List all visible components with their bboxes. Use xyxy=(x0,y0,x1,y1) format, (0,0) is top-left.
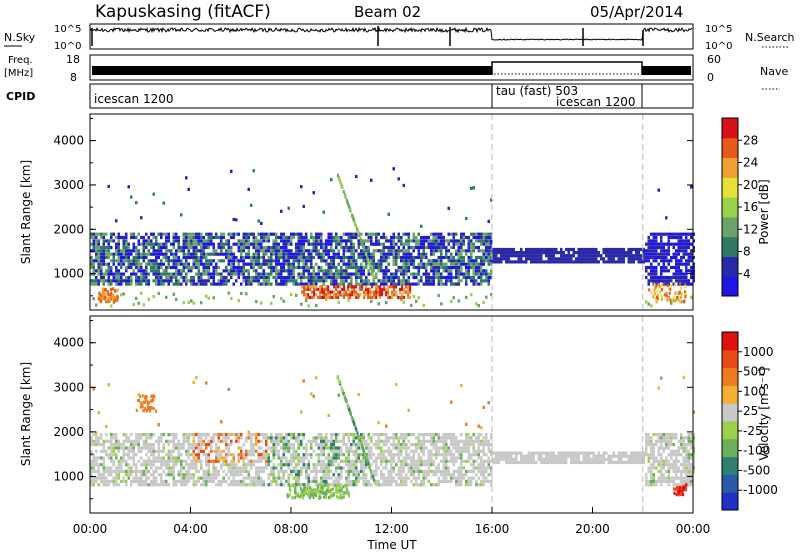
xtick-label: 16:00 xyxy=(475,522,510,536)
station-title: Kapuskasing (fitACF) xyxy=(95,2,271,22)
colorbar-swatch xyxy=(722,157,738,178)
velocity-ylabel: Slant Range [km] xyxy=(19,362,33,466)
colorbar-tick-label: -1000 xyxy=(743,483,778,497)
nsky-right-tick-top: 10^5 xyxy=(705,24,732,35)
colorbar-swatch xyxy=(722,367,738,386)
colorbar-swatch xyxy=(722,216,738,238)
freq-unit: [MHz] xyxy=(4,68,33,79)
freq-tick-top: 18 xyxy=(66,53,80,66)
cpid-label: CPID xyxy=(6,90,35,103)
cpid-segment-3: icescan 1200 xyxy=(556,95,635,109)
ytick-label: 4000 xyxy=(53,336,84,350)
power-ylabel: Slant Range [km] xyxy=(19,160,33,264)
colorbar-tick-label: -25 xyxy=(743,424,763,438)
freq-tick-bottom: 8 xyxy=(70,71,77,84)
colorbar-swatch xyxy=(722,403,738,422)
colorbar-swatch xyxy=(722,256,738,277)
colorbar-tick-label: -500 xyxy=(743,463,770,477)
colorbar-swatch xyxy=(722,137,738,159)
colorbar-tick-label: -100 xyxy=(743,444,770,458)
colorbar-tick-label: 500 xyxy=(743,365,766,379)
colorbar-tick-label: 100 xyxy=(743,384,766,398)
nsky-trace xyxy=(89,26,693,46)
nsky-strip: N.Sky 10^5 10^0 10^5 10^0 N.Search xyxy=(4,23,795,52)
colorbar-swatch xyxy=(722,438,738,458)
velocity-colorbar: 1000 500 100 25 -25 -100 -500 -1000 xyxy=(721,331,778,511)
ytick-label: 2000 xyxy=(53,425,84,439)
colorbar-swatch xyxy=(722,474,738,493)
time-xlabel: Time UT xyxy=(366,538,417,552)
freq-band-1 xyxy=(92,66,492,75)
power-colorbar: 28 24 20 16 12 8 4 xyxy=(721,117,758,297)
freq-strip: Freq. [MHz] 18 8 60 0 Nave xyxy=(4,53,788,90)
freq-level-segment xyxy=(491,61,643,75)
velocity-yaxis: 1000 2000 3000 4000 xyxy=(53,319,693,500)
ytick-label: 1000 xyxy=(53,267,84,281)
colorbar-tick-label: 4 xyxy=(743,267,751,281)
xtick-label: 08:00 xyxy=(274,522,309,536)
colorbar-tick-label: 20 xyxy=(743,178,758,192)
freq-band-2 xyxy=(642,66,691,75)
nave-tick-bottom: 0 xyxy=(707,71,714,84)
nsky-tick-bottom: 10^0 xyxy=(54,41,81,52)
colorbar-tick-label: 1000 xyxy=(743,345,774,359)
beam-label: Beam 02 xyxy=(354,3,421,21)
cpid-frame xyxy=(89,83,694,109)
ytick-label: 3000 xyxy=(53,380,84,394)
colorbar-tick-label: 24 xyxy=(743,156,758,170)
colorbar-tick-label: 8 xyxy=(743,245,751,259)
cpid-segment-2: tau (fast) 503 xyxy=(496,84,578,98)
xtick-label: 12:00 xyxy=(374,522,409,536)
colorbar-swatch xyxy=(722,349,738,369)
colorbar-swatch xyxy=(722,197,738,218)
velocity-colorbar-label: Velocity [m s⁻¹] xyxy=(757,367,771,460)
colorbar-swatch xyxy=(722,177,738,198)
ytick-label: 4000 xyxy=(53,134,84,148)
colorbar-tick-label: 16 xyxy=(743,200,758,214)
power-colorbar-label: Power [dB] xyxy=(757,179,771,244)
colorbar-swatch xyxy=(722,332,738,351)
xtick-label: 00:00 xyxy=(73,522,108,536)
colorbar-swatch xyxy=(722,456,738,475)
nave-tick-top: 60 xyxy=(707,53,721,66)
colorbar-swatch xyxy=(722,118,738,139)
xtick-label: 04:00 xyxy=(173,522,208,536)
colorbar-swatch xyxy=(722,421,738,440)
power-panel: Slant Range [km] 1000 2000 3000 4000 28 24 20… xyxy=(19,113,771,311)
nsky-frame xyxy=(89,23,694,50)
colorbar-frame xyxy=(721,331,739,511)
time-xaxis: 00:00 04:00 08:00 12:00 16:00 20:00 00:00 xyxy=(73,507,711,536)
colorbar-swatch xyxy=(722,492,738,511)
nsearch-label: N.Search xyxy=(745,31,795,44)
freq-trace xyxy=(92,61,691,75)
colorbar-swatch xyxy=(722,385,738,404)
nsky-tick-top: 10^5 xyxy=(54,24,81,35)
cpid-segment-1: icescan 1200 xyxy=(94,92,173,106)
ytick-label: 3000 xyxy=(53,178,84,192)
ytick-label: 2000 xyxy=(53,222,84,236)
power-frame xyxy=(89,113,694,311)
nsky-line xyxy=(89,26,693,41)
nsky-label: N.Sky xyxy=(4,31,36,44)
date-label: 05/Apr/2014 xyxy=(590,3,683,21)
colorbar-swatch xyxy=(722,236,738,257)
freq-label: Freq. xyxy=(8,55,33,66)
nave-label: Nave xyxy=(760,65,788,78)
colorbar-tick-label: 12 xyxy=(743,222,758,236)
velocity-heatmap xyxy=(90,316,695,513)
cpid-strip: CPID icescan 1200 tau (fast) 503 icescan… xyxy=(6,83,694,109)
power-yaxis: 1000 2000 3000 4000 xyxy=(53,117,693,297)
xtick-label: 20:00 xyxy=(575,522,610,536)
nsky-right-tick-bottom: 10^0 xyxy=(705,41,732,52)
xtick-label: 00:00 xyxy=(676,522,711,536)
power-heatmap xyxy=(90,114,695,310)
colorbar-tick-label: 28 xyxy=(743,133,758,147)
colorbar-tick-label: 25 xyxy=(743,404,758,418)
ytick-label: 1000 xyxy=(53,469,84,483)
colorbar-swatch xyxy=(722,276,738,297)
